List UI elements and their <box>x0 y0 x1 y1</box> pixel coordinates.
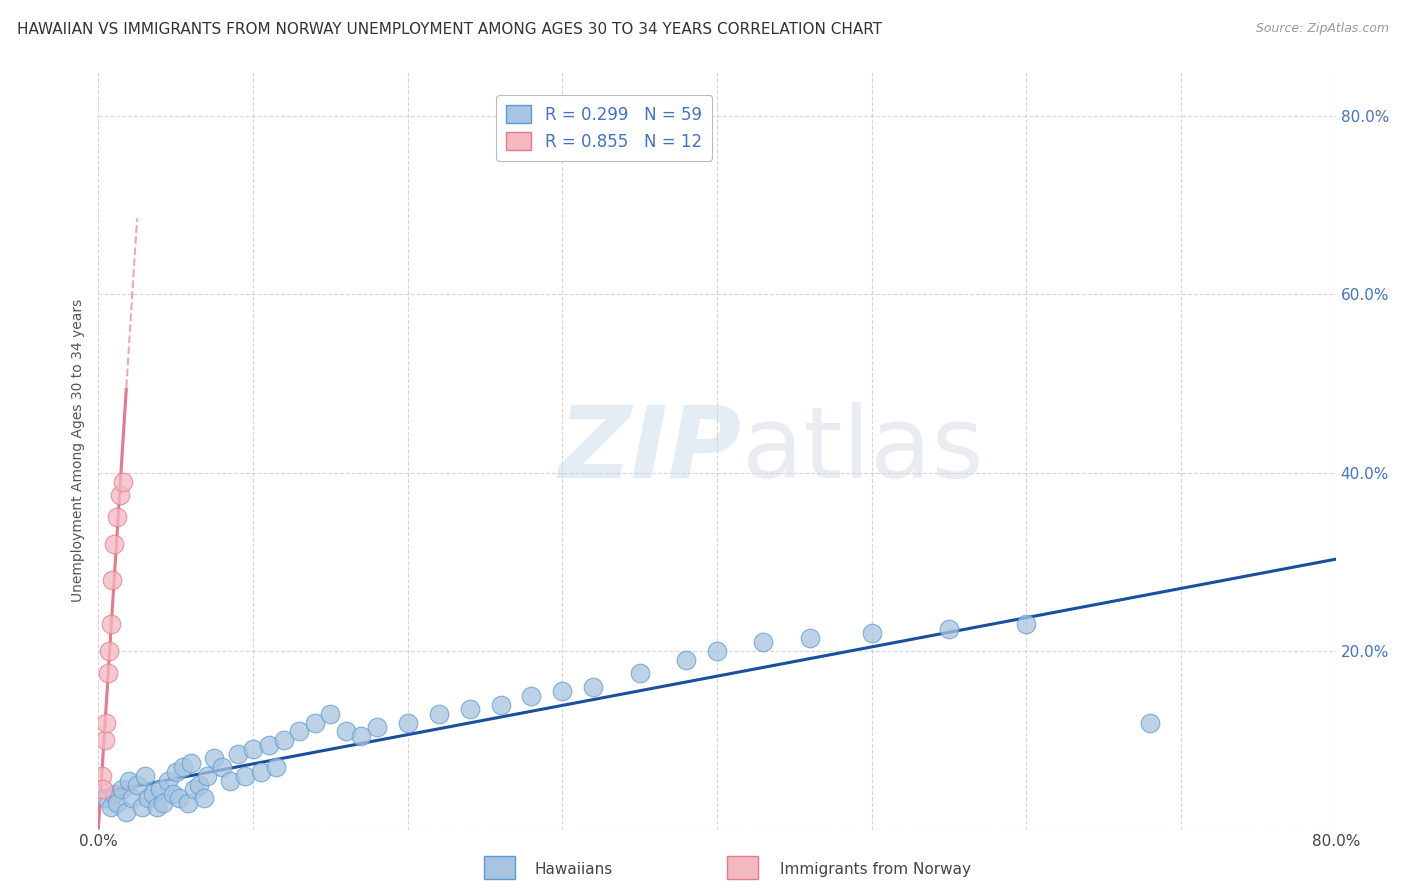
Point <box>335 724 357 739</box>
Point <box>103 787 125 801</box>
Point <box>152 796 174 810</box>
Point <box>96 715 118 730</box>
Point <box>1015 617 1038 632</box>
Point <box>188 778 211 792</box>
Point <box>752 635 775 649</box>
Text: Hawaiians: Hawaiians <box>534 863 613 877</box>
Point <box>458 702 481 716</box>
Text: Source: ZipAtlas.com: Source: ZipAtlas.com <box>1256 22 1389 36</box>
Point <box>97 666 120 681</box>
Point <box>211 760 233 774</box>
Point <box>177 796 200 810</box>
Point <box>193 791 215 805</box>
Point <box>242 742 264 756</box>
Point <box>1139 715 1161 730</box>
Point <box>112 475 135 489</box>
Point <box>396 715 419 730</box>
Point <box>157 773 180 788</box>
Point <box>98 644 121 658</box>
Text: Immigrants from Norway: Immigrants from Norway <box>780 863 972 877</box>
Point <box>582 680 605 694</box>
Point <box>162 787 184 801</box>
Point <box>319 706 342 721</box>
Point <box>195 769 218 783</box>
Point <box>250 764 273 779</box>
Point <box>350 729 373 743</box>
Point <box>183 782 205 797</box>
Point <box>706 644 728 658</box>
Point <box>180 756 202 770</box>
Point <box>264 760 288 774</box>
Point <box>101 573 124 587</box>
Point <box>427 706 450 721</box>
Point <box>136 791 159 805</box>
Legend: R = 0.299   N = 59, R = 0.855   N = 12: R = 0.299 N = 59, R = 0.855 N = 12 <box>496 95 711 161</box>
Y-axis label: Unemployment Among Ages 30 to 34 years: Unemployment Among Ages 30 to 34 years <box>72 299 86 602</box>
Point <box>257 738 280 752</box>
Point <box>108 488 131 502</box>
Point <box>146 800 169 814</box>
Point <box>127 778 149 792</box>
Point <box>172 760 194 774</box>
Point <box>233 769 257 783</box>
Text: atlas: atlas <box>742 402 983 499</box>
Point <box>141 787 165 801</box>
Point <box>100 617 122 632</box>
Point <box>121 791 143 805</box>
Point <box>100 800 122 814</box>
Bar <box>727 856 758 879</box>
Text: ZIP: ZIP <box>558 402 742 499</box>
Point <box>204 751 226 765</box>
Point <box>799 631 821 645</box>
Point <box>226 747 249 761</box>
Point <box>91 782 114 797</box>
Point <box>551 684 574 698</box>
Point <box>105 510 128 524</box>
Point <box>489 698 512 712</box>
Point <box>167 791 190 805</box>
Point <box>304 715 326 730</box>
Point <box>115 805 138 819</box>
Point <box>90 769 112 783</box>
Point <box>628 666 651 681</box>
Point <box>111 782 132 797</box>
Point <box>118 773 141 788</box>
Point <box>860 626 883 640</box>
Point <box>134 769 156 783</box>
Point <box>149 782 172 797</box>
Point <box>520 689 543 703</box>
Text: HAWAIIAN VS IMMIGRANTS FROM NORWAY UNEMPLOYMENT AMONG AGES 30 TO 34 YEARS CORREL: HAWAIIAN VS IMMIGRANTS FROM NORWAY UNEMP… <box>17 22 882 37</box>
Point <box>938 622 960 636</box>
Point <box>219 773 242 788</box>
Bar <box>484 856 515 879</box>
Point <box>273 733 295 747</box>
Point <box>288 724 311 739</box>
Point <box>165 764 187 779</box>
Point <box>675 653 697 667</box>
Point <box>366 720 388 734</box>
Point <box>131 800 153 814</box>
Point <box>93 733 115 747</box>
Point <box>105 796 128 810</box>
Point <box>103 537 125 551</box>
Point <box>96 791 118 805</box>
